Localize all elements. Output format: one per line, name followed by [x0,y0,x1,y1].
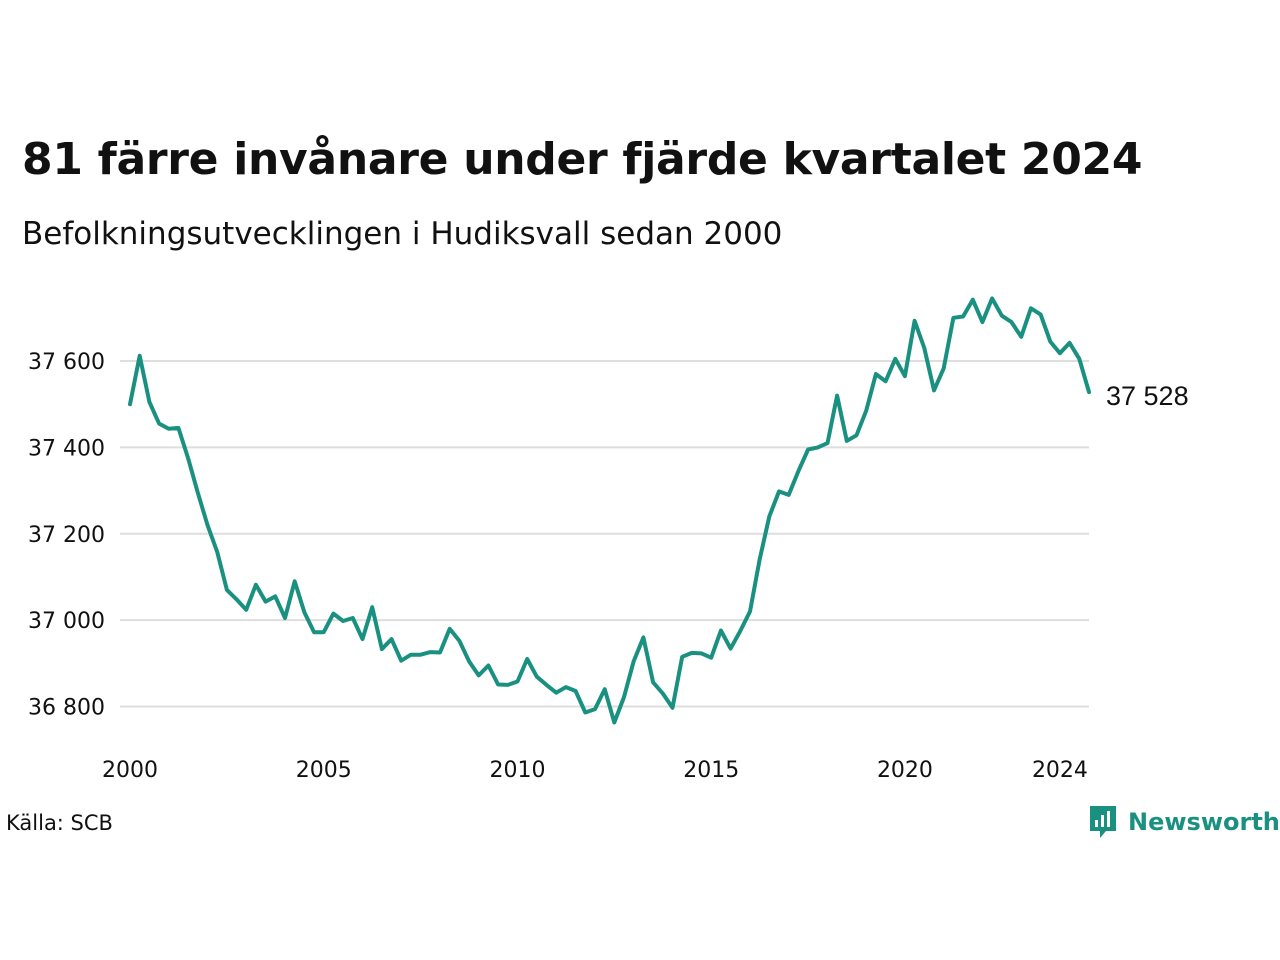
y-tick-label: 37 400 [28,436,105,461]
gridlines [120,360,1089,708]
y-tick-label: 36 800 [28,696,105,721]
x-tick-label: 2005 [296,758,352,783]
y-tick-label: 37 000 [28,609,105,634]
x-tick-label: 2000 [102,758,158,783]
y-tick-label: 37 200 [28,523,105,548]
brand-name: Newsworthy [1128,808,1280,836]
y-axis-ticks: 36 800 37 000 37 200 37 400 37 600 [28,350,105,721]
series-group [128,296,1091,725]
population-line [128,296,1091,725]
chart-subtitle: Befolkningsutvecklingen i Hudiksvall sed… [22,216,783,252]
x-tick-label: 2024 [1032,758,1088,783]
source-note: Källa: SCB [6,811,113,835]
x-axis-ticks: 2000 2005 2010 2015 2020 2024 [102,758,1088,783]
y-tick-label: 37 600 [28,350,105,375]
chart-title: 81 färre invånare under fjärde kvartalet… [22,134,1143,185]
brand-logo: Newsworthy [1088,804,1280,840]
x-tick-label: 2020 [877,758,933,783]
newsworthy-icon [1090,806,1116,838]
end-value-label: 37 528 [1106,381,1189,411]
x-tick-label: 2015 [683,758,739,783]
x-tick-label: 2010 [489,758,545,783]
